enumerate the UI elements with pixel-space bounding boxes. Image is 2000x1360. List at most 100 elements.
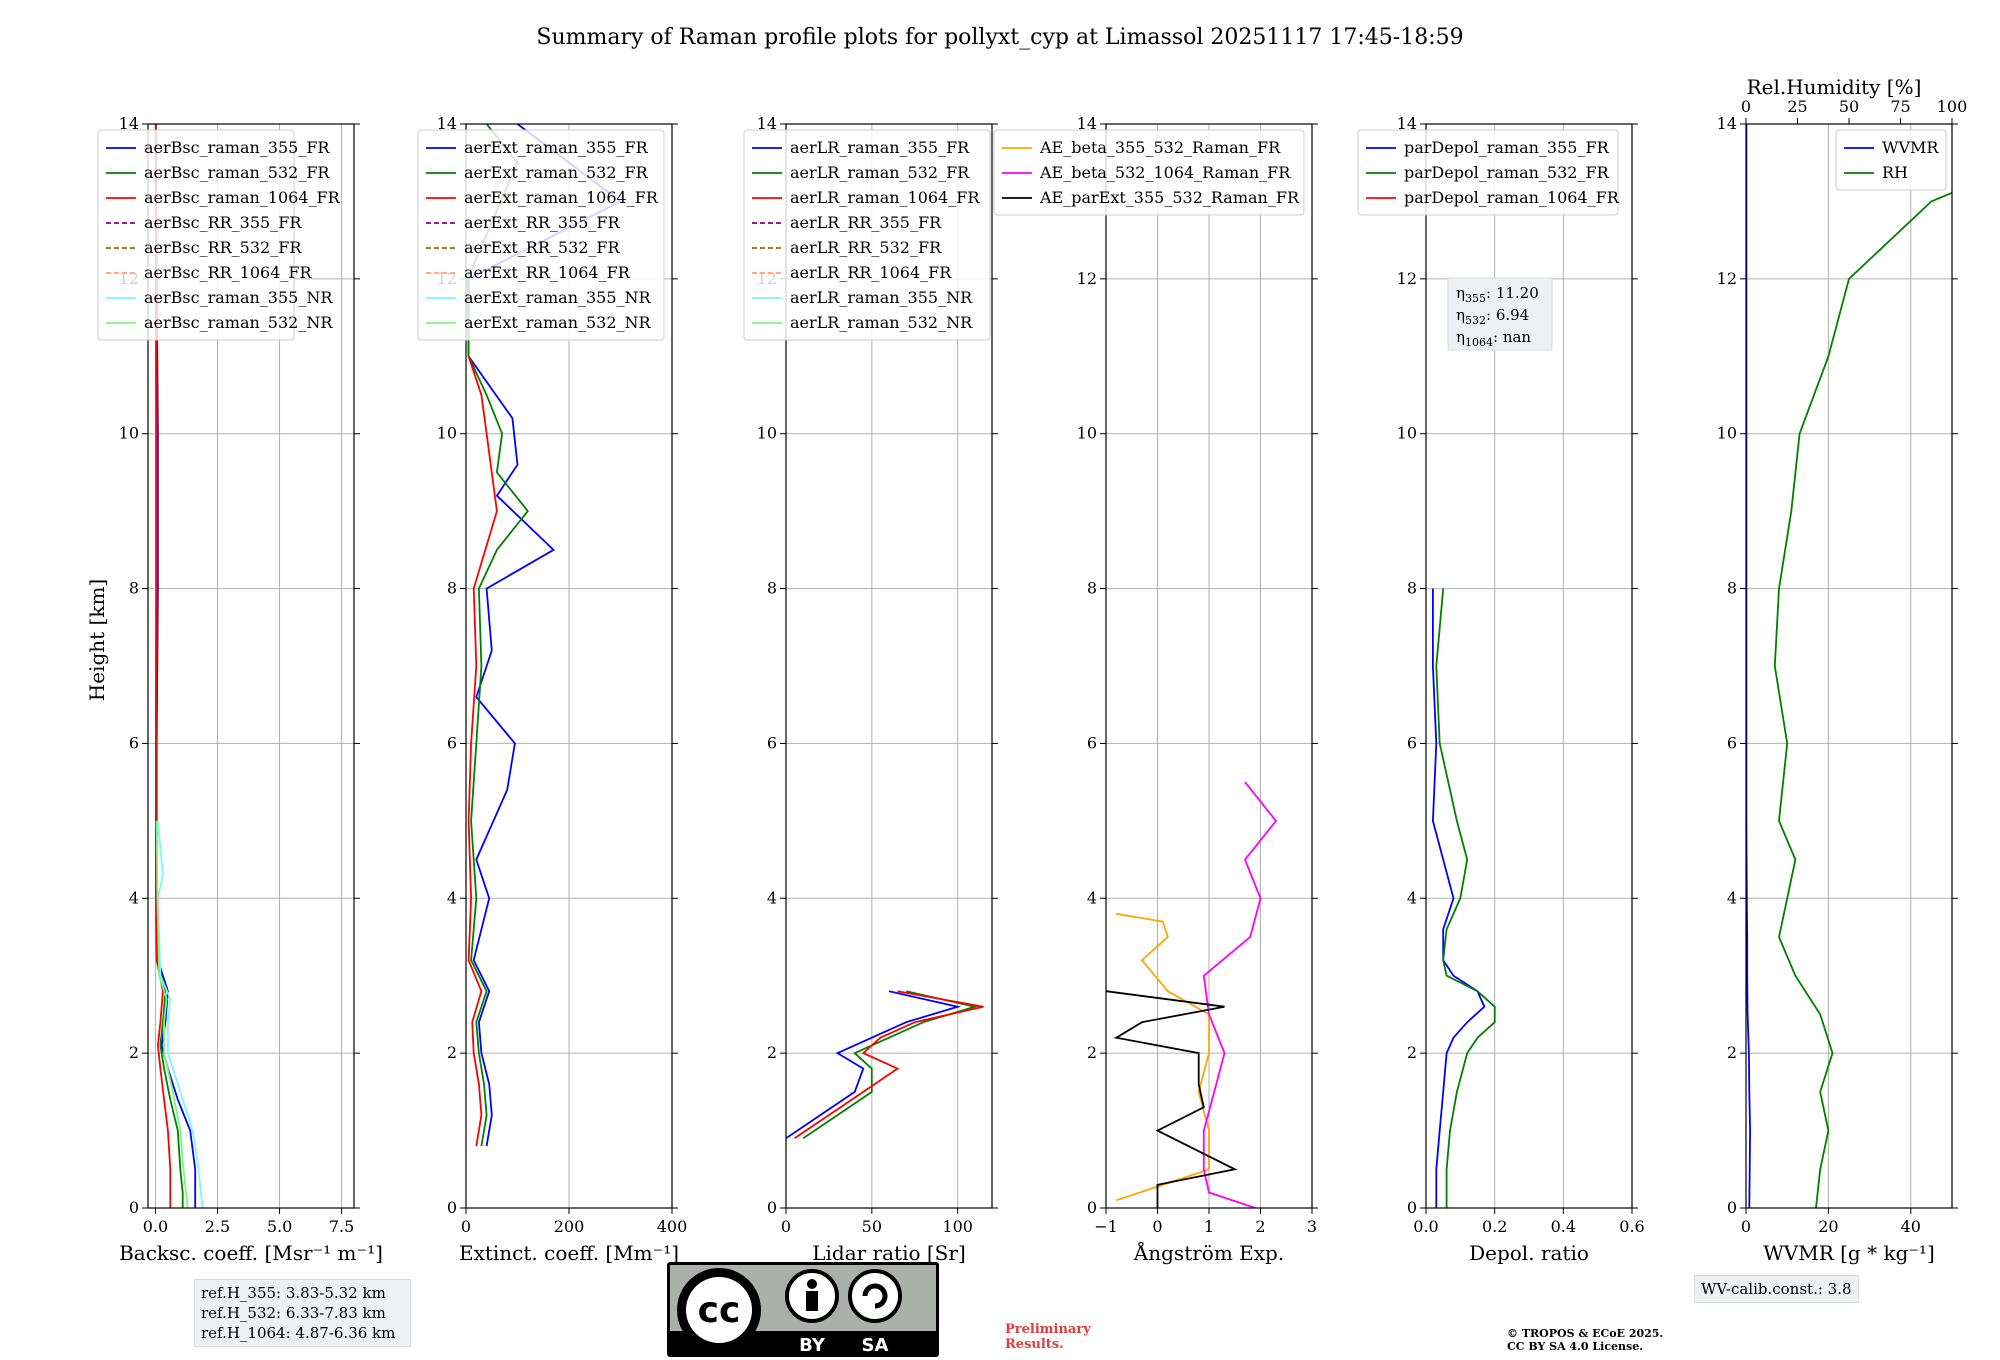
y-tick-label: 8 (447, 579, 457, 598)
y-tick-label: 8 (129, 579, 139, 598)
x-tick-label: 2 (1255, 1217, 1265, 1236)
y-tick-label: 0 (1727, 1198, 1737, 1217)
legend-box (1357, 129, 1619, 216)
series-aerBsc_raman_532_NR (155, 820, 189, 1208)
y-tick-label: 8 (1407, 579, 1417, 598)
eta-symbol: η (1456, 328, 1465, 346)
series-AE_beta_532_1064_Raman_FR (1202, 781, 1278, 1208)
legend-entry: AE_parExt_355_532_Raman_FR (1039, 188, 1300, 207)
series-aerExt_raman_355_FR (467, 124, 623, 1147)
y-tick-label: 4 (767, 888, 777, 907)
y-tick-label: 12 (1077, 269, 1097, 288)
y-tick-label: 14 (1397, 114, 1417, 133)
y-tick-label: 2 (1727, 1043, 1737, 1062)
series-group (1106, 781, 1278, 1208)
sa-share-icon (848, 1269, 902, 1323)
copyright-note: © TROPOS & ECoE 2025. CC BY SA 4.0 Licen… (1507, 1327, 1663, 1353)
y-tick-label: 4 (1727, 888, 1737, 907)
y-tick-label: 14 (119, 114, 139, 133)
eta-subscript: 1064 (1465, 336, 1493, 349)
copyright-line-2: CC BY SA 4.0 License. (1507, 1340, 1644, 1353)
y-tick-label: 6 (1727, 733, 1737, 752)
panel-lidar_ratio: 02468101214050100Lidar ratio [Sr]aerLR_r… (743, 114, 998, 1265)
legend-entry: aerBsc_RR_532_FR (144, 238, 302, 257)
legend-entry: parDepol_raman_532_FR (1404, 163, 1610, 182)
eta-subscript: 532 (1465, 314, 1486, 327)
legend-entry: aerBsc_raman_355_NR (144, 288, 333, 307)
legend-entry: aerExt_RR_1064_FR (464, 263, 631, 282)
y-tick-label: 14 (437, 114, 457, 133)
eta-symbol: η (1456, 284, 1465, 302)
series-group (1746, 124, 1952, 1208)
y-tick-label: 6 (767, 733, 777, 752)
x-tick-label: 1 (1204, 1217, 1214, 1236)
y-tick-label: 0 (1087, 1198, 1097, 1217)
panel-depol: 0 2 4 6 8 10 12 14 0.0 0.2 0.4 0.6 Depol. ratio parDe… (1357, 114, 1645, 1265)
series-group (1431, 588, 1496, 1208)
y-tick-label: 12 (1717, 269, 1737, 288)
preliminary-line-1: Preliminary (1005, 1322, 1091, 1337)
y-tick-label: 2 (1087, 1043, 1097, 1062)
legend-entry: aerExt_raman_355_NR (464, 288, 652, 307)
series-aerBsc_raman_355_NR (156, 820, 204, 1208)
y-tick-label: 8 (1727, 579, 1737, 598)
cc-logo-inner (686, 1277, 752, 1343)
legend-entry: parDepol_raman_355_FR (1404, 138, 1610, 157)
x-tick-label: 0 (461, 1217, 471, 1236)
legend-entry: aerBsc_raman_532_FR (144, 163, 330, 182)
legend-box (417, 129, 665, 341)
x-tick-label: 0 (1741, 1217, 1751, 1236)
legend-entry: RH (1882, 163, 1908, 182)
y-tick-label: 8 (1087, 579, 1097, 598)
rh-tick-label: 100 (1937, 97, 1968, 116)
figure-title: Summary of Raman profile plots for polly… (536, 25, 1463, 50)
legend: WVMR RH (1835, 129, 1947, 191)
panel-wv: 0 2 4 6 8 10 12 14 0 20 40 WVMR [g * kg⁻¹] WVMR RH (1717, 114, 1958, 1265)
x-tick-label: 40 (1901, 1217, 1921, 1236)
legend-box (1835, 129, 1947, 191)
eta-value: : 6.94 (1486, 306, 1529, 324)
series-group (154, 124, 204, 1208)
eta-line: η355: 11.20 (1456, 284, 1539, 305)
y-tick-label: 0 (767, 1198, 777, 1217)
y-tick-label: 14 (757, 114, 777, 133)
x-axis-label: Backsc. coeff. [Msr⁻¹ m⁻¹] (119, 1241, 383, 1265)
rh-tick-label: 0 (1741, 97, 1751, 116)
legend-entry: aerExt_RR_532_FR (464, 238, 621, 257)
y-tick-label: 14 (1717, 114, 1737, 133)
series-aerLR_raman_1064_FR (794, 990, 984, 1140)
x-tick-label: 50 (862, 1217, 882, 1236)
y-tick-label: 0 (447, 1198, 457, 1217)
x-tick-label: 0.6 (1619, 1217, 1644, 1236)
legend-entry: aerLR_raman_355_NR (790, 288, 973, 307)
series-aerBsc_raman_1064_FR (154, 124, 172, 1208)
legend: aerBsc_raman_355_FR aerBsc_raman_532_FRae… (97, 129, 341, 341)
x-tick-label: 2.5 (205, 1217, 230, 1236)
legend-entry: aerBsc_raman_532_NR (144, 313, 333, 332)
ref-height-box: ref.H_355: 3.83-5.32 km ref.H_532: 6.33-… (194, 1279, 411, 1347)
y-tick-label: 2 (767, 1043, 777, 1062)
axes-frame (1745, 123, 1953, 1209)
y-tick-label: 6 (1087, 733, 1097, 752)
y-tick-label: 2 (129, 1043, 139, 1062)
legend-entry: aerLR_raman_532_NR (790, 313, 973, 332)
legend-entry: aerLR_RR_532_FR (790, 238, 942, 257)
eta-line: η1064: nan (1456, 328, 1531, 349)
y-tick-label: 4 (1087, 888, 1097, 907)
legend-entry: aerExt_RR_355_FR (464, 213, 621, 232)
x-tick-label: 0.0 (1413, 1217, 1438, 1236)
legend: aerLR_raman_355_FR aerLR_raman_532_FR aerL… (743, 129, 991, 341)
series-WVMR (1746, 124, 1752, 1208)
y-tick-label: 10 (1077, 424, 1097, 443)
y-tick-label: 0 (129, 1198, 139, 1217)
y-tick-label: 12 (1397, 269, 1417, 288)
x-tick-label: 0.4 (1551, 1217, 1576, 1236)
preliminary-note: Preliminary Results. (1005, 1322, 1091, 1352)
y-tick-label: 10 (757, 424, 777, 443)
y-tick-label: 10 (119, 424, 139, 443)
sa-arrow-icon (862, 1283, 888, 1309)
copyright-line-1: © TROPOS & ECoE 2025. (1507, 1327, 1664, 1340)
legend: AE_beta_355_532_Raman_FR AE_beta_532_1064… (993, 129, 1305, 216)
